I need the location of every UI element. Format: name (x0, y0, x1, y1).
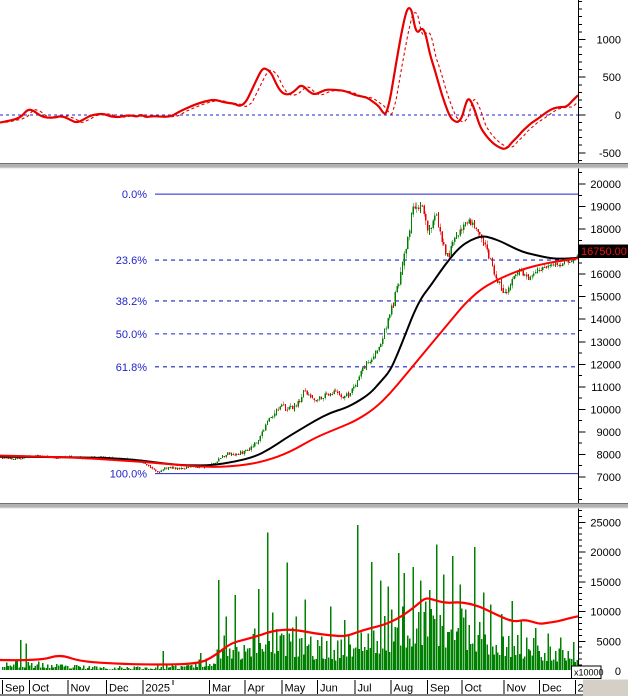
last-price-marker: 16750.00 (579, 244, 628, 258)
volume-bars (2, 525, 578, 670)
date-label: Apr (248, 683, 265, 695)
date-label: May (285, 683, 306, 695)
date-label: 2 (578, 683, 584, 695)
y-tick-label: 500 (603, 72, 621, 84)
y-tick-label: 13000 (590, 337, 621, 349)
y-tick-label: 19000 (590, 202, 621, 214)
oscillator-signal-line (0, 12, 579, 149)
date-label: Oct (32, 683, 49, 695)
marker-value: 16750.00 (581, 246, 627, 258)
y-tick-label: 11000 (591, 382, 621, 394)
y-tick-label: 18000 (590, 224, 621, 236)
multiplier-box (571, 665, 602, 679)
date-label: Dec (542, 683, 562, 695)
date-label: Sep (430, 683, 450, 695)
y-tick-label: 14000 (590, 314, 621, 326)
date-label: Nov (507, 683, 527, 695)
panel-dividers (0, 163, 628, 509)
marker-box (579, 244, 628, 258)
y-tick-label: 8000 (597, 449, 621, 461)
date-label: Dec (109, 683, 129, 695)
y-tick-label: -500 (599, 148, 621, 160)
fib-label: 38.2% (116, 296, 147, 308)
divider-1[interactable] (0, 164, 628, 168)
y-tick-label: 1000 (597, 34, 621, 46)
y-tick-label: 25000 (590, 517, 621, 529)
divider-2[interactable] (0, 504, 628, 508)
date-label: Oct (465, 683, 482, 695)
y-tick-label: 15000 (590, 577, 621, 589)
y-tick-label: 15000 (590, 292, 621, 304)
fib-label: 100.0% (110, 469, 148, 481)
oscillator-line (0, 6, 579, 150)
fib-label: 23.6% (116, 255, 147, 267)
y-tick-label: 10000 (590, 607, 621, 619)
volume-ma-line (0, 597, 579, 666)
date-label: Jun (320, 683, 338, 695)
y-tick-label: 5000 (597, 636, 621, 648)
fib-label: 50.0% (116, 329, 147, 341)
y-tick-label: 0 (615, 110, 621, 122)
right-axis: -500 0 500 1000 7000 8000 9000 10000 11000 12000 1… (578, 0, 621, 679)
price-panel[interactable]: 0.0% 23.6% 38.2% 50.0% 61.8% 100.0% (0, 189, 579, 481)
axis-corner (583, 679, 628, 696)
y-tick-label: 0 (615, 666, 621, 678)
date-label: 2025 (146, 683, 170, 695)
y-tick-label: 7000 (597, 472, 621, 484)
ma-fast-line (0, 235, 579, 467)
y-tick-label: 20000 (590, 179, 621, 191)
date-label: Jul (358, 683, 372, 695)
fib-label: 0.0% (122, 189, 147, 201)
y-tick-label: 10000 (590, 404, 621, 416)
ma-slow-line (0, 257, 579, 468)
date-label: Sep (5, 683, 25, 695)
date-label: Nov (71, 683, 91, 695)
fib-label: 61.8% (116, 362, 147, 374)
y-tick-label: 9000 (597, 427, 621, 439)
y-tick-label: 16000 (590, 269, 621, 281)
volume-panel[interactable] (0, 525, 579, 670)
multiplier-label: x10000 (574, 668, 604, 678)
y-tick-label: 12000 (590, 359, 621, 371)
date-label: Mar (212, 683, 231, 695)
oscillator-panel[interactable] (0, 6, 579, 150)
volume-multiplier-box: x10000 (571, 665, 604, 679)
date-axis: Sep Oct Nov Dec 2025 Mar Apr May Jun Jul Aug Sep Oct… (0, 677, 628, 696)
date-label: Aug (394, 683, 414, 695)
y-tick-label: 20000 (590, 547, 621, 559)
candles (2, 201, 578, 473)
